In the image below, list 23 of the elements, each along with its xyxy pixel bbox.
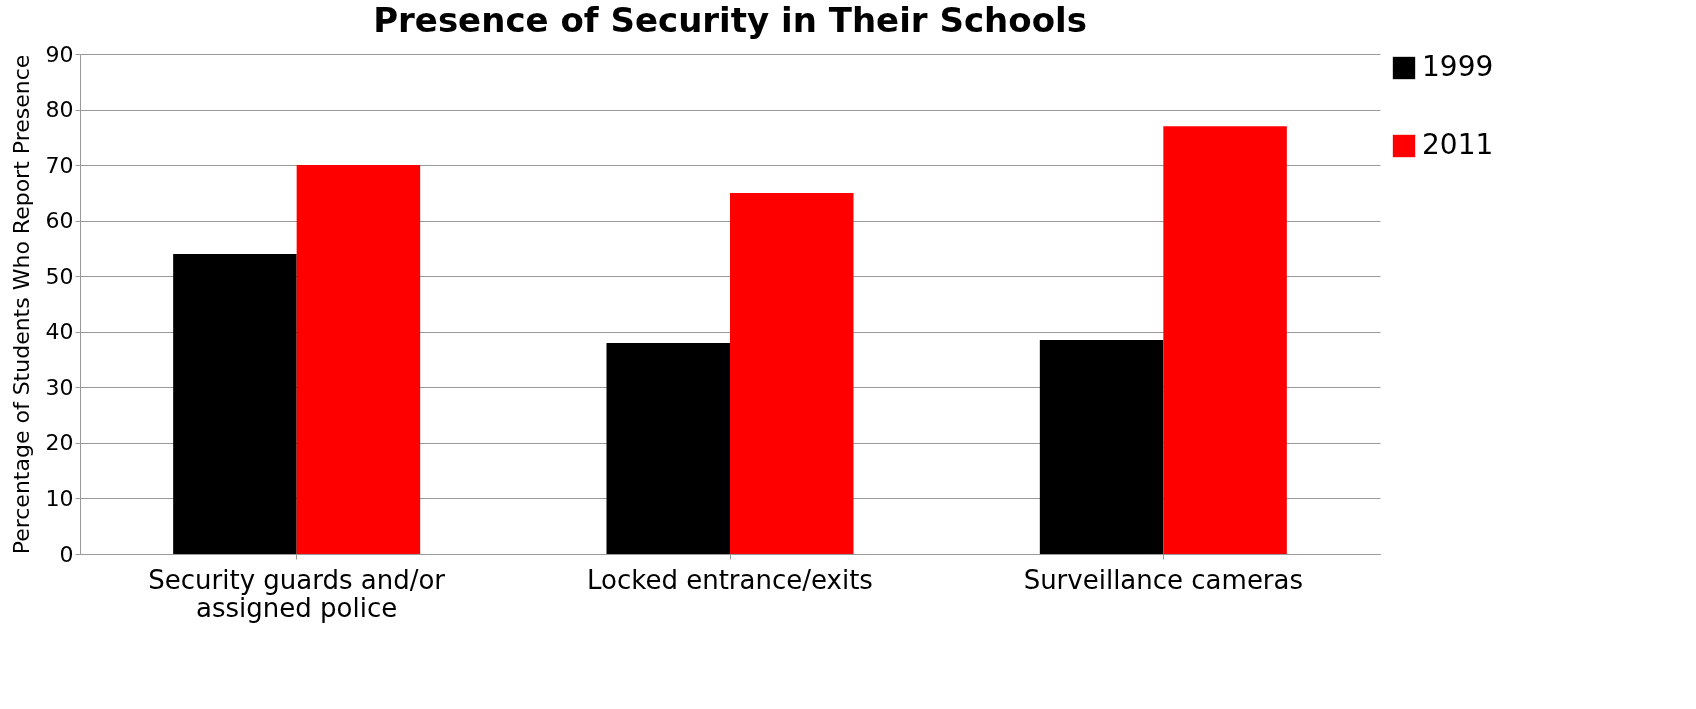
y-tick-label: 20 [45, 430, 74, 456]
y-tick-label: 50 [45, 263, 74, 289]
bar [1163, 126, 1287, 554]
legend-label: 2011 [1422, 128, 1494, 161]
y-tick-label: 10 [45, 485, 74, 511]
x-tick-label: Locked entrance/exits [587, 564, 873, 595]
y-tick-label: 0 [59, 541, 74, 567]
y-tick-label: 60 [45, 208, 74, 234]
bar [606, 342, 730, 554]
x-tick-label: Surveillance cameras [1023, 564, 1304, 595]
bar [730, 192, 854, 554]
y-tick-label: 90 [45, 41, 74, 67]
x-tick-label: Security guards and/or assigned police [148, 564, 446, 623]
y-tick-label: 70 [45, 152, 74, 178]
y-tick-label: 80 [45, 97, 74, 123]
bar [1039, 340, 1164, 554]
bar [296, 165, 421, 554]
y-tick-label: 40 [45, 319, 74, 345]
y-tick-label: 30 [45, 374, 74, 400]
y-axis-title: Percentage of Students Who Report Presence [8, 54, 34, 555]
legend-label: 1999 [1422, 50, 1494, 83]
bar [173, 254, 297, 554]
chart-title: Presence of Security in Their Schools [373, 0, 1087, 40]
